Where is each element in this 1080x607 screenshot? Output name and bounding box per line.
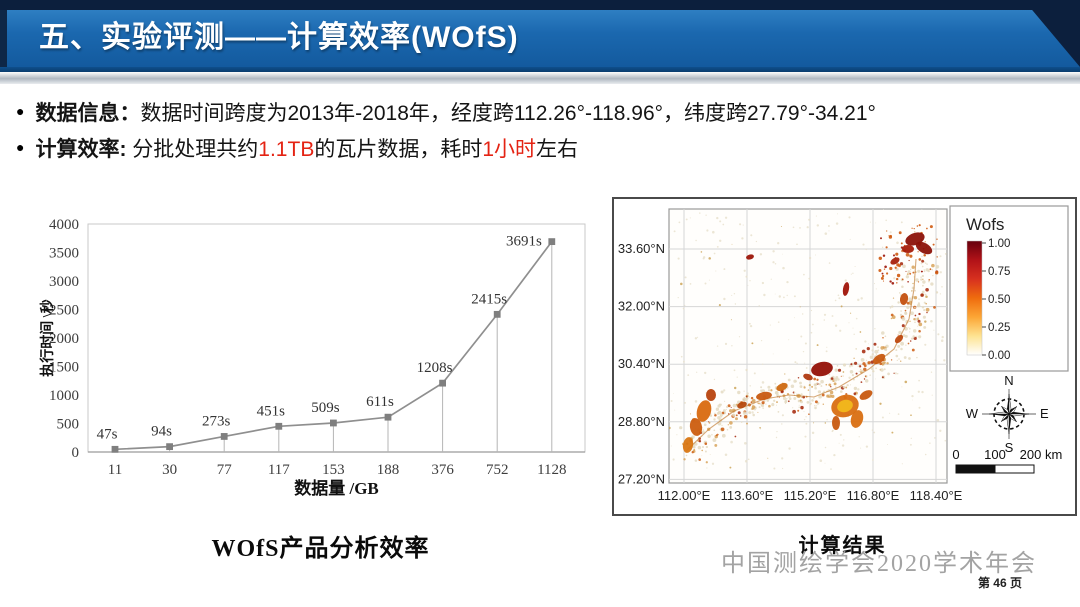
watermark: 中国测绘学会2020学术年会: [721, 551, 1037, 577]
x-axis-tick-label: 11: [108, 462, 122, 478]
y-axis-tick-label: 500: [57, 417, 80, 433]
map-x-tick-label: 118.40°E: [910, 488, 963, 503]
y-axis-tick-label: 4000: [49, 217, 79, 233]
efficiency-chart-figure: 0 500 1000 1500 2000 2500 3000 3500 4000 11 30 77 11…: [38, 198, 603, 563]
line-chart: 0 500 1000 1500 2000 2500 3000 3500 4000 11 30 77 11…: [39, 217, 586, 498]
data-point-label: 47s: [97, 426, 118, 442]
legend-tick-label: 0.75: [988, 266, 1010, 278]
bullet-icon: ●: [16, 139, 25, 155]
y-axis-tick-label: 2000: [49, 331, 79, 347]
legend-tick-label: 0.50: [988, 294, 1010, 306]
data-point-label: 3691s: [506, 234, 542, 250]
compass-direction-label: N: [1004, 373, 1013, 388]
legend-tick-label: 0.25: [988, 322, 1010, 334]
compass-direction-label: S: [1005, 440, 1014, 455]
data-point-label: 1208s: [417, 360, 453, 376]
data-point-marker: [548, 238, 556, 246]
x-axis-tick-label: 30: [162, 462, 177, 478]
bullet-icon: ●: [16, 103, 25, 119]
scale-bar-label: 0: [952, 447, 959, 462]
map-y-tick-label: 33.60°N: [618, 241, 665, 256]
bullet-item: ● 数据信息：数据时间跨度为2013年-2018年，经度跨112.26°-118.…: [16, 97, 1072, 127]
map-raster: [669, 209, 947, 470]
x-axis-tick-label: 1128: [537, 462, 566, 478]
legend-colorbar: [966, 240, 983, 356]
map-y-tick-label: 27.20°N: [618, 471, 665, 486]
plot-area-border: [87, 223, 586, 453]
y-axis-tick-label: 3500: [49, 246, 79, 262]
data-point-label: 94s: [151, 424, 172, 440]
scale-bar-label: 200 km: [1020, 447, 1063, 462]
bullet-item: ● 计算效率: 分批处理共约1.1TB的瓦片数据，耗时1小时左右: [16, 133, 1072, 163]
data-point-label: 451s: [257, 403, 286, 419]
data-point-marker: [384, 413, 392, 421]
data-point-label: 509s: [311, 400, 340, 416]
y-axis-title: 执行时间 \秒: [39, 299, 56, 376]
scale-bar: 0 100 200 km: [952, 447, 1063, 474]
map-legend: Wofs 1.00 0.75 0.50 0.25 0.00: [949, 205, 1069, 372]
data-point-label: 273s: [202, 413, 231, 429]
data-point-marker: [330, 419, 337, 427]
header-band: 五、实验评测——计算效率(WOfS): [0, 10, 1080, 67]
bullet-list: ● 数据信息：数据时间跨度为2013年-2018年，经度跨112.26°-118.…: [16, 97, 1072, 169]
data-point-marker: [166, 443, 173, 451]
header-divider: [0, 67, 1080, 72]
map-caption: 计算结果: [798, 535, 887, 557]
data-point-marker: [111, 445, 119, 453]
x-axis-title: 数据量 /GB: [294, 478, 379, 498]
map-x-tick-label: 112.00°E: [658, 488, 711, 503]
page-title: 五、实验评测——计算效率(WOfS): [39, 21, 519, 54]
data-point-marker: [220, 433, 228, 440]
x-axis-tick-label: 752: [486, 462, 509, 478]
x-axis-tick-label: 188: [377, 462, 400, 478]
y-axis-tick-label: 1000: [49, 388, 79, 404]
page-number: 第 46 页: [977, 576, 1022, 590]
map-x-tick-label: 115.20°E: [784, 488, 837, 503]
x-axis-tick-label: 117: [268, 462, 290, 478]
map-grid: [669, 209, 947, 483]
map-x-tick-label: 116.80°E: [847, 488, 900, 503]
x-axis-tick-label: 77: [217, 462, 233, 478]
chart-caption: WOfS产品分析效率: [211, 536, 430, 562]
compass-rose-icon: N S E W: [966, 373, 1049, 455]
data-point-label: 611s: [366, 394, 394, 410]
x-axis-tick-label: 376: [431, 462, 454, 478]
y-axis-tick-label: 1500: [49, 360, 79, 376]
legend-tick-label: 0.00: [988, 350, 1010, 362]
bullet-text: 计算效率: 分批处理共约1.1TB的瓦片数据，耗时1小时左右: [35, 138, 579, 161]
map-y-tick-label: 30.40°N: [618, 356, 665, 371]
slide-header: 五、实验评测——计算效率(WOfS): [0, 0, 1080, 84]
data-point-label: 2415s: [471, 291, 507, 307]
x-axis-tick-label: 153: [322, 462, 345, 478]
result-map-figure: 112.00°E 113.60°E 115.20°E 116.80°E 118.40°E…: [612, 197, 1077, 516]
compass-direction-label: W: [966, 406, 979, 421]
wofs-map: 112.00°E 113.60°E 115.20°E 116.80°E 118.40°E…: [618, 205, 1069, 503]
data-point-marker: [493, 310, 501, 318]
bullet-text: 数据信息：数据时间跨度为2013年-2018年，经度跨112.26°-118.9…: [35, 102, 876, 125]
header-top-strip: [0, 0, 1080, 10]
data-point-marker: [275, 422, 283, 430]
data-line: [114, 241, 553, 451]
header-silver-strip: [0, 72, 1080, 84]
scale-bar-label: 100: [984, 447, 1006, 462]
legend-title: Wofs: [966, 215, 1004, 234]
map-y-tick-label: 32.00°N: [618, 299, 665, 314]
compass-direction-label: E: [1040, 406, 1049, 421]
map-x-tick-label: 113.60°E: [721, 488, 774, 503]
y-axis-tick-label: 2500: [49, 303, 79, 319]
y-axis-tick-label: 3000: [49, 274, 79, 290]
data-point-marker: [439, 379, 446, 387]
y-axis-tick-label: 0: [72, 445, 80, 461]
map-y-tick-label: 28.80°N: [618, 414, 665, 429]
legend-tick-label: 1.00: [988, 238, 1010, 250]
